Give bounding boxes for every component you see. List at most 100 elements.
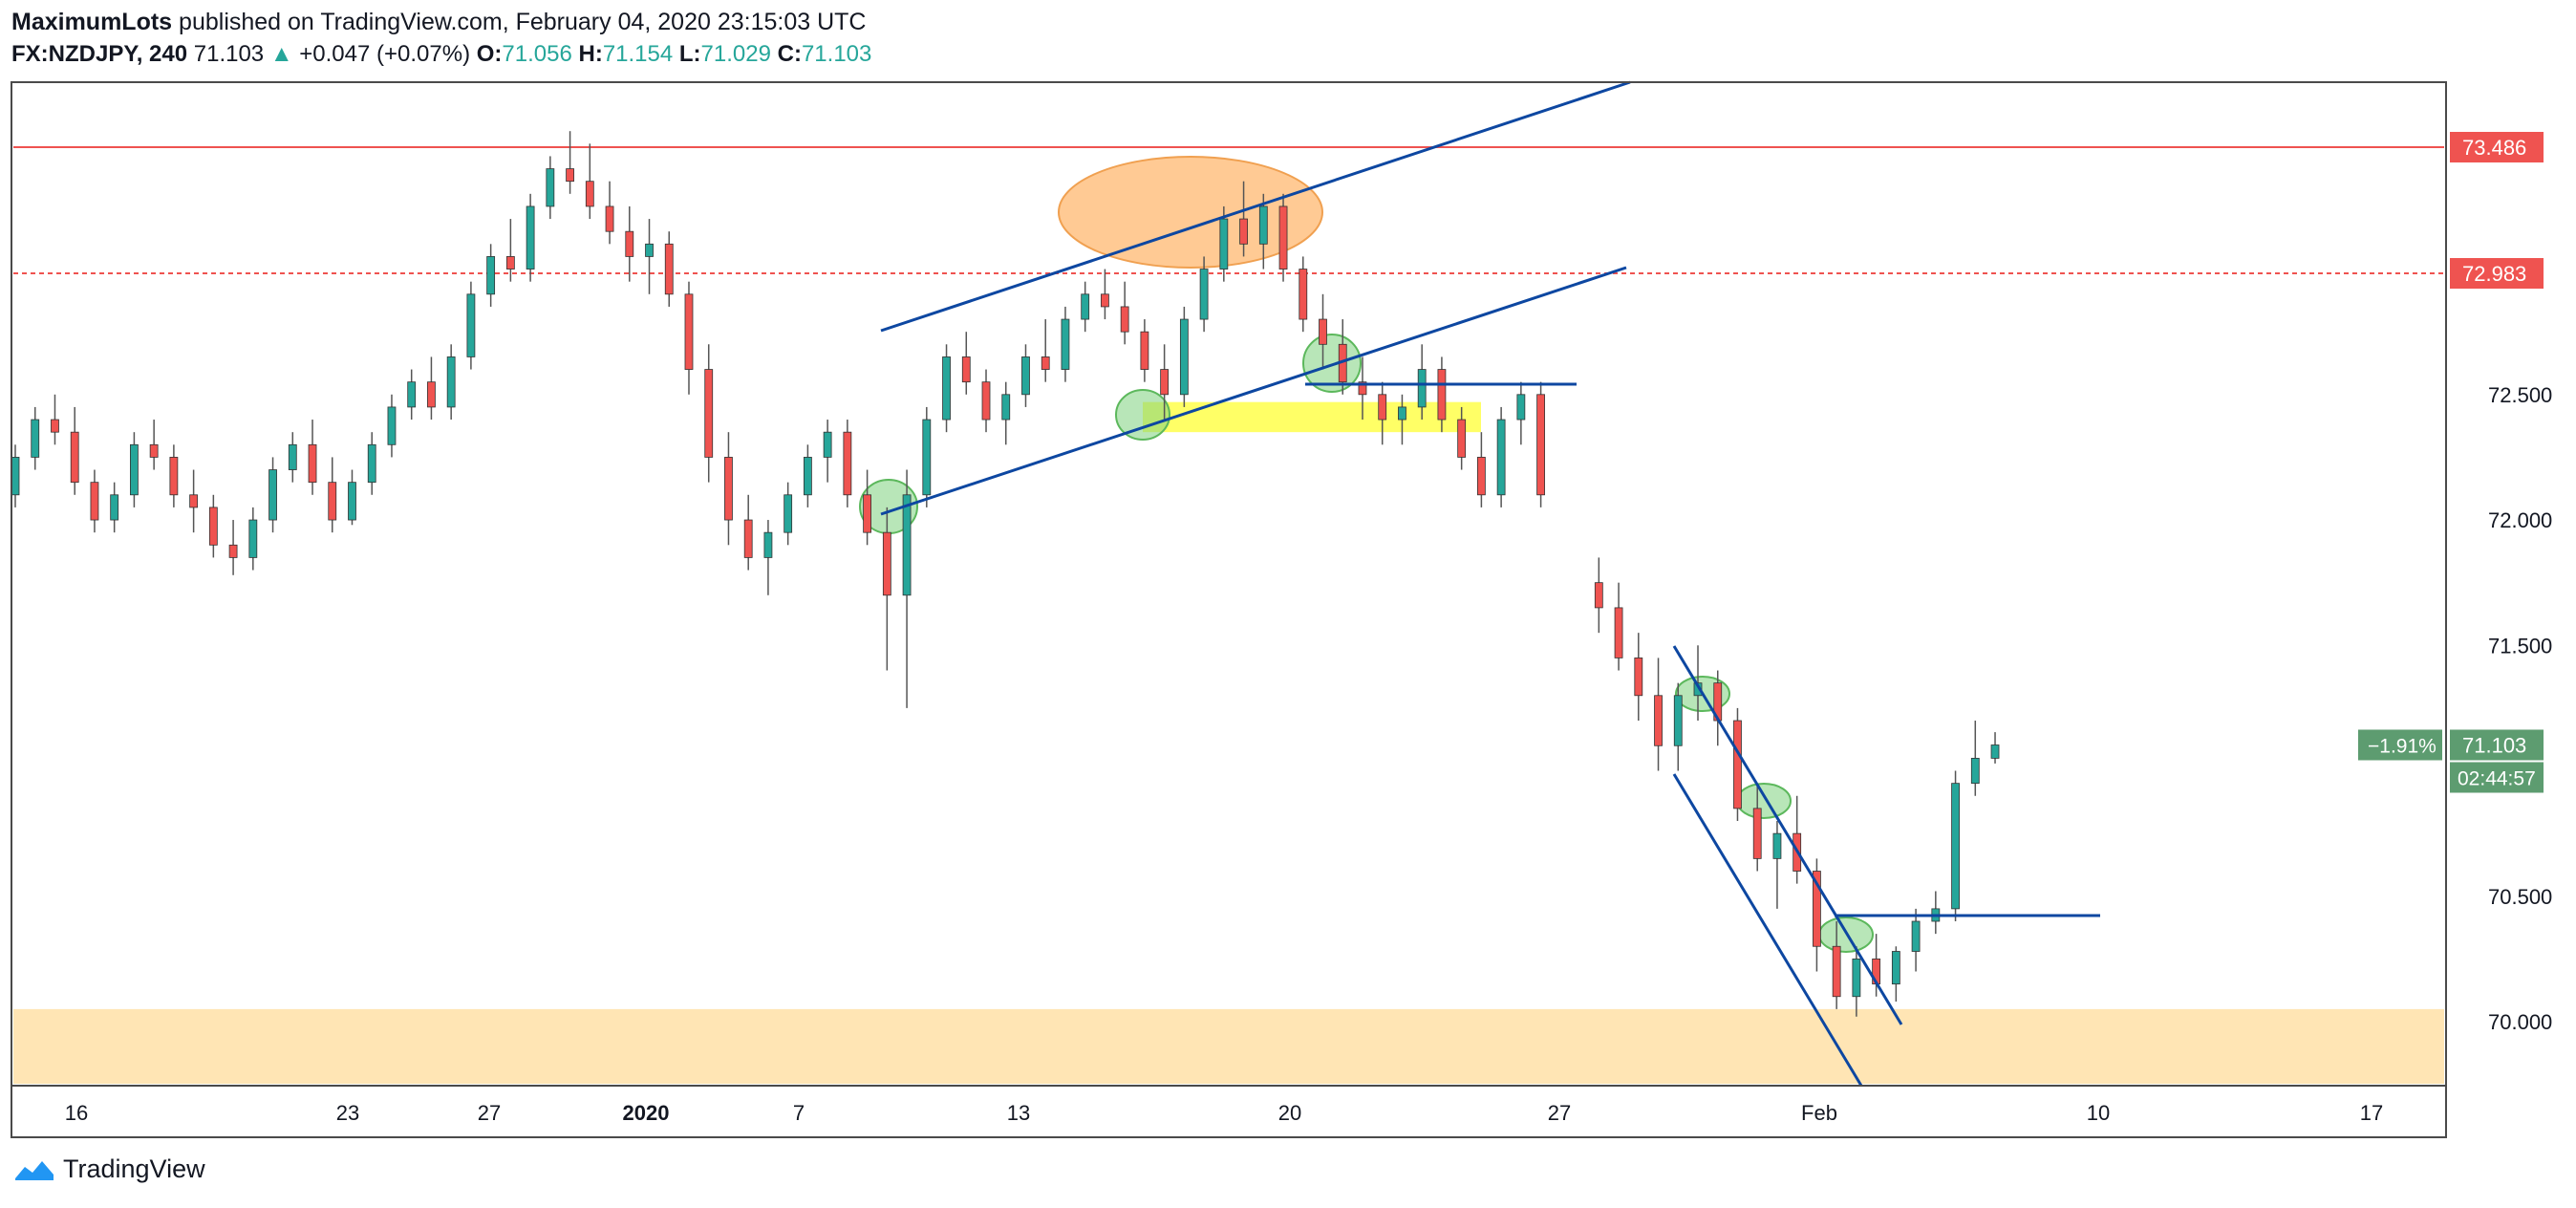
candle-body-4: [90, 482, 99, 521]
header-line-2: FX:NZDJPY, 240 71.103 ▲ +0.047 (+0.07%) …: [11, 38, 871, 71]
candle-body-77: [1536, 394, 1545, 496]
low-label: L:: [678, 41, 701, 67]
zones-layer: [13, 401, 2444, 1084]
candle-body-3: [70, 431, 79, 484]
drawings-front-layer: [880, 80, 2100, 1087]
candles-layer: [11, 131, 2000, 1017]
candle-body-27: [546, 168, 555, 207]
candle-body-94: [1911, 920, 1921, 952]
candle-body-68: [1358, 381, 1367, 396]
time-tick: 23: [336, 1101, 359, 1125]
candle-body-37: [743, 519, 753, 558]
candle-body-82: [1673, 695, 1683, 746]
candle-body-31: [625, 230, 634, 257]
candle-body-56: [1120, 306, 1129, 333]
support-zone: [13, 1008, 2444, 1084]
candle-body-36: [724, 457, 733, 521]
candle-body-11: [228, 544, 238, 558]
candle-body-8: [169, 457, 179, 496]
price-tick: 72.500: [2488, 383, 2552, 407]
candle-body-55: [1101, 293, 1109, 308]
price-axis[interactable]: 72.500 72.000 71.500 70.500 70.000 73.486 72.9…: [2358, 132, 2552, 1034]
countdown-label: 02:44:57: [2458, 767, 2536, 789]
candle-body-70: [1398, 406, 1406, 421]
candle-body-54: [1081, 293, 1090, 320]
candle-body-89: [1813, 871, 1821, 947]
candle-body-63: [1258, 205, 1268, 245]
level-price-tag-1: 72.983: [2462, 262, 2526, 286]
candle-body-23: [466, 293, 476, 357]
candle-body-96: [1951, 783, 1960, 910]
time-tick: 16: [65, 1101, 88, 1125]
price-tick: 70.000: [2488, 1010, 2552, 1034]
candle-body-97: [1970, 757, 1980, 785]
candle-body-43: [863, 494, 872, 533]
high-label: H:: [578, 41, 603, 67]
candle-body-17: [348, 482, 356, 521]
candle-body-22: [446, 356, 456, 408]
open-value: 71.056: [502, 41, 572, 67]
candle-body-73: [1457, 419, 1467, 458]
time-tick: 10: [2087, 1101, 2110, 1125]
change-value: +0.047 (+0.07%): [299, 41, 471, 67]
time-axis[interactable]: 16 23 27 2020 7 13 20 27 Feb 10 17: [65, 1101, 2383, 1125]
candle-body-86: [1752, 808, 1762, 859]
candle-body-33: [664, 243, 674, 295]
candle-body-26: [526, 205, 535, 270]
last-price-tag-bg: [2450, 729, 2544, 761]
chart-header: MaximumLots published on TradingView.com…: [11, 6, 871, 71]
candle-body-25: [505, 256, 515, 270]
drawings-back-layer: [859, 156, 1874, 953]
candle-body-14: [288, 443, 297, 470]
candle-body-78: [1594, 582, 1603, 609]
change-pct-label: −1.91%: [2368, 735, 2436, 757]
candle-body-21: [427, 381, 436, 408]
candle-body-35: [704, 369, 714, 458]
candle-body-46: [922, 419, 932, 496]
candle-body-6: [130, 443, 139, 496]
symbol-label: FX:NZDJPY, 240: [11, 41, 188, 67]
candle-body-75: [1496, 419, 1506, 496]
candle-body-57: [1140, 331, 1149, 370]
candle-body-12: [248, 519, 258, 558]
candle-body-64: [1278, 205, 1288, 270]
candle-body-98: [1990, 744, 2000, 759]
candle-body-39: [784, 494, 793, 533]
candle-body-83: [1693, 682, 1703, 697]
tradingview-cloud-icon: [15, 1160, 54, 1180]
candle-body-87: [1772, 832, 1782, 859]
candle-body-71: [1417, 369, 1427, 408]
candle-body-34: [684, 293, 694, 370]
candle-body-85: [1733, 720, 1742, 809]
last-price-tag: 71.103: [2462, 733, 2526, 757]
time-tick: 17: [2360, 1101, 2383, 1125]
candle-body-44: [882, 531, 891, 596]
price-tick: 71.500: [2488, 634, 2552, 658]
candle-body-52: [1041, 356, 1050, 370]
time-tick: 7: [793, 1101, 805, 1125]
green-marker-4: [1736, 783, 1792, 819]
candle-body-40: [804, 457, 812, 496]
green-marker-1: [1115, 389, 1170, 441]
candle-body-72: [1437, 369, 1447, 421]
candle-body-51: [1021, 356, 1030, 396]
candle-body-47: [942, 356, 951, 421]
candle-body-61: [1219, 218, 1229, 270]
candle-body-32: [645, 243, 654, 257]
candle-body-19: [387, 406, 397, 445]
author-name[interactable]: MaximumLots: [11, 9, 173, 35]
candle-body-62: [1239, 218, 1248, 245]
open-label: O:: [476, 41, 503, 67]
level-price-tag-0: 73.486: [2462, 136, 2526, 160]
candle-body-58: [1160, 369, 1170, 396]
trend-line-1: [880, 266, 1627, 516]
publish-info: published on TradingView.com, February 0…: [179, 9, 867, 35]
close-label: C:: [777, 41, 802, 67]
tradingview-logo[interactable]: TradingView: [11, 1154, 205, 1184]
level-price-tag-bg-0: [2450, 132, 2544, 162]
price-tick: 70.500: [2488, 885, 2552, 909]
candle-body-50: [1001, 394, 1011, 421]
candle-body-90: [1832, 945, 1841, 998]
candle-body-2: [51, 419, 59, 433]
